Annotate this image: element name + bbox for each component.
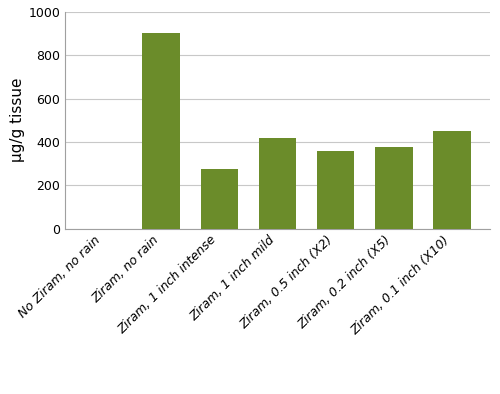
Bar [258, 138, 296, 229]
Bar [375, 147, 412, 229]
Bar [316, 151, 354, 229]
Bar [433, 131, 470, 229]
Bar [200, 169, 238, 229]
Bar [142, 33, 180, 229]
Y-axis label: µg/g tissue: µg/g tissue [10, 78, 26, 162]
